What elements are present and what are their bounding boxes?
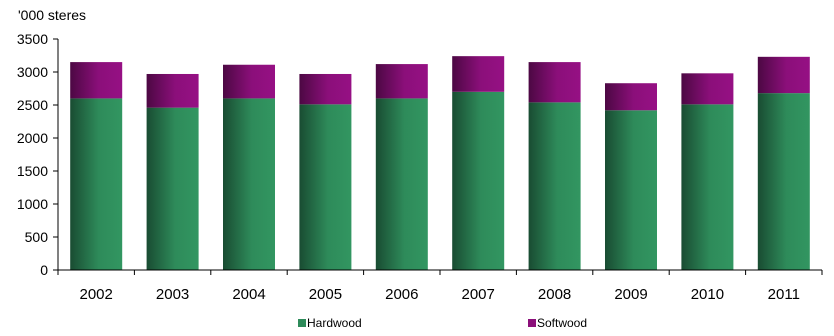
y-tick-label: 1500 — [17, 163, 48, 179]
bar-hardwood-2003 — [146, 107, 199, 270]
y-tick-label: 500 — [25, 229, 49, 245]
x-tick-label: 2004 — [232, 286, 265, 303]
x-tick-label: 2005 — [309, 286, 342, 303]
x-tick-label: 2008 — [538, 286, 571, 303]
legend-label-softwood: Softwood — [537, 316, 587, 330]
bar-softwood-2004 — [223, 64, 275, 99]
bar-hardwood-2009 — [605, 110, 657, 270]
x-axis: 2002 2003 2004 2005 2006 2007 2008 2009 2010 2011 — [57, 269, 823, 303]
bar-hardwood-2004 — [223, 98, 275, 271]
x-tick-label: 2009 — [614, 286, 647, 303]
legend-swatch-hardwood — [298, 319, 306, 327]
legend-label-hardwood: Hardwood — [307, 316, 362, 330]
y-tick-label: 0 — [40, 262, 48, 278]
bar-softwood-2006 — [375, 64, 428, 99]
bar-softwood-2011 — [757, 56, 810, 94]
x-tick-label: 2003 — [156, 286, 189, 303]
bar-hardwood-2011 — [757, 93, 810, 271]
bars — [70, 56, 810, 271]
bar-softwood-2002 — [70, 62, 123, 99]
bar-softwood-2010 — [681, 73, 734, 105]
bar-hardwood-2007 — [452, 91, 505, 270]
bar-softwood-2005 — [299, 73, 352, 105]
legend-swatch-softwood — [528, 319, 536, 327]
bar-softwood-2003 — [146, 73, 199, 108]
bar-hardwood-2005 — [299, 104, 352, 270]
x-tick-label: 2010 — [691, 286, 724, 303]
y-tick-label: 3000 — [17, 64, 48, 80]
x-tick-label: 2007 — [462, 286, 495, 303]
bar-hardwood-2006 — [375, 98, 428, 271]
bar-softwood-2009 — [605, 83, 657, 111]
y-tick-label: 1000 — [17, 196, 48, 212]
legend: Hardwood Softwood — [298, 316, 587, 330]
y-axis: 0 500 1000 1500 2000 2500 3000 3500 — [17, 31, 59, 278]
bar-hardwood-2008 — [528, 102, 581, 270]
x-tick-label: 2011 — [768, 286, 800, 303]
bar-hardwood-2002 — [70, 98, 123, 271]
bar-hardwood-2010 — [681, 104, 734, 270]
unit-label: '000 steres — [18, 7, 86, 23]
y-tick-label: 3500 — [17, 31, 48, 47]
y-tick-label: 2500 — [17, 97, 48, 113]
x-tick-label: 2002 — [80, 286, 113, 303]
bar-softwood-2008 — [528, 62, 581, 103]
x-tick-label: 2006 — [385, 286, 418, 303]
y-tick-label: 2000 — [17, 130, 48, 146]
bar-softwood-2007 — [452, 56, 505, 92]
